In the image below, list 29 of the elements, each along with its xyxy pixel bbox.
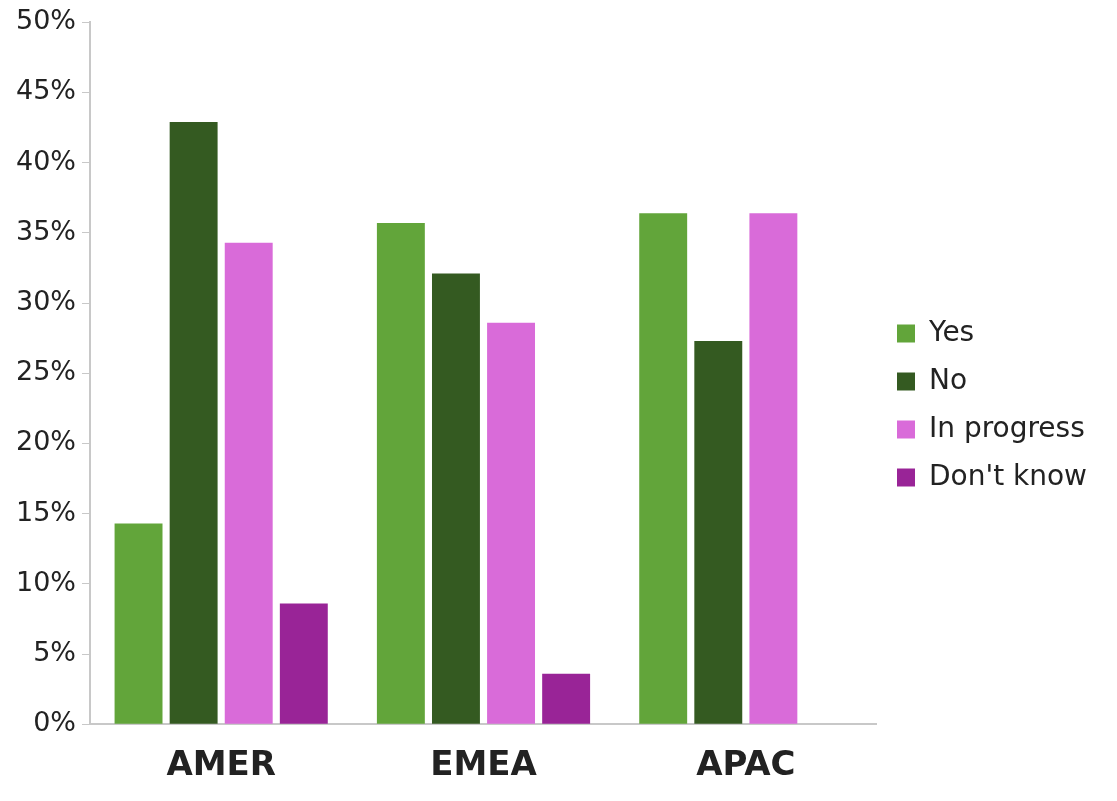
y-tick-label: 35%: [16, 214, 77, 246]
bar: [639, 213, 688, 724]
y-tick-label: 40%: [16, 144, 77, 176]
bar: [376, 222, 425, 724]
x-tick-label: AMER: [166, 743, 276, 784]
y-tick-label: 30%: [16, 285, 77, 317]
bar: [487, 322, 536, 724]
y-tick-label: 15%: [16, 495, 77, 527]
y-tick-label: 25%: [16, 355, 77, 387]
y-tick-label: 20%: [16, 425, 77, 457]
y-tick-label: 50%: [16, 4, 77, 36]
bar: [114, 523, 163, 724]
bar: [279, 603, 328, 724]
legend-label: No: [928, 362, 968, 396]
y-tick-label: 5%: [33, 636, 77, 668]
y-tick-label: 10%: [16, 565, 77, 597]
y-tick-label: 0%: [33, 706, 77, 738]
bar: [542, 673, 591, 724]
legend-label: In progress: [928, 410, 1085, 444]
bar: [169, 121, 218, 724]
bar: [694, 340, 743, 724]
legend-label: Yes: [927, 314, 975, 348]
x-tick-label: APAC: [696, 743, 796, 784]
bar: [224, 242, 273, 724]
y-tick-label: 45%: [16, 74, 77, 106]
x-tick-label: EMEA: [430, 743, 538, 784]
bar: [432, 273, 480, 724]
bar: [749, 213, 798, 724]
legend-label: Don't know: [928, 458, 1088, 492]
